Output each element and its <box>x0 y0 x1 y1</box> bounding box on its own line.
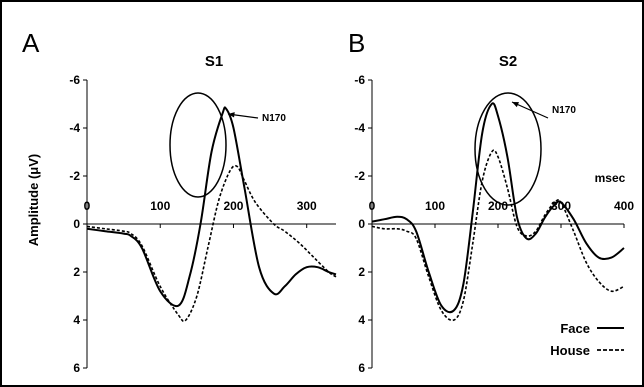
x-tick-label: 200 <box>223 199 243 213</box>
y-tick-label: -4 <box>354 121 365 135</box>
y-tick-label: 2 <box>73 265 80 279</box>
x-tick-label: 400 <box>614 199 634 213</box>
n170-ellipse <box>169 92 227 198</box>
y-tick-label: 4 <box>73 313 80 327</box>
y-axis-label: Amplitude (μV) <box>26 154 41 246</box>
panel-letter: B <box>348 28 365 58</box>
y-tick-label: 0 <box>73 217 80 231</box>
panel-letter: A <box>22 28 40 58</box>
y-tick-label: -6 <box>69 73 80 87</box>
y-tick-label: -2 <box>69 169 80 183</box>
y-tick-label: 2 <box>358 265 365 279</box>
x-tick-label: 0 <box>84 199 91 213</box>
legend-label-house: House <box>550 343 590 358</box>
x-tick-label: 100 <box>425 199 445 213</box>
y-tick-label: 6 <box>73 361 80 375</box>
x-tick-label: 300 <box>297 199 317 213</box>
n170-arrow <box>511 101 549 119</box>
x-axis-label: msec <box>595 171 626 185</box>
y-tick-label: -2 <box>354 169 365 183</box>
x-tick-label: 100 <box>150 199 170 213</box>
panel-title: S1 <box>205 53 223 70</box>
x-tick-label: 0 <box>369 199 376 213</box>
series-line-house <box>86 164 337 323</box>
n170-label: N170 <box>552 105 576 116</box>
y-tick-label: 0 <box>358 217 365 231</box>
series-line-face <box>371 102 625 314</box>
n170-arrowhead <box>512 102 519 108</box>
legend: Face House <box>550 321 624 358</box>
y-tick-label: -6 <box>354 73 365 87</box>
n170-label: N170 <box>262 113 286 124</box>
x-tick-label: 200 <box>488 199 508 213</box>
series-line-face <box>86 106 337 308</box>
series-line-house <box>371 149 625 322</box>
panel-title: S2 <box>499 53 517 70</box>
y-tick-label: 6 <box>358 361 365 375</box>
n170-ellipse <box>474 92 542 206</box>
y-tick-label: -4 <box>69 121 80 135</box>
y-tick-label: 4 <box>358 313 365 327</box>
legend-label-face: Face <box>560 321 590 336</box>
panel-a-chart: A S1 -6 -4 -2 0 2 4 6 0 100 200 300 N170 <box>22 28 337 375</box>
n170-arrowhead <box>228 112 235 118</box>
